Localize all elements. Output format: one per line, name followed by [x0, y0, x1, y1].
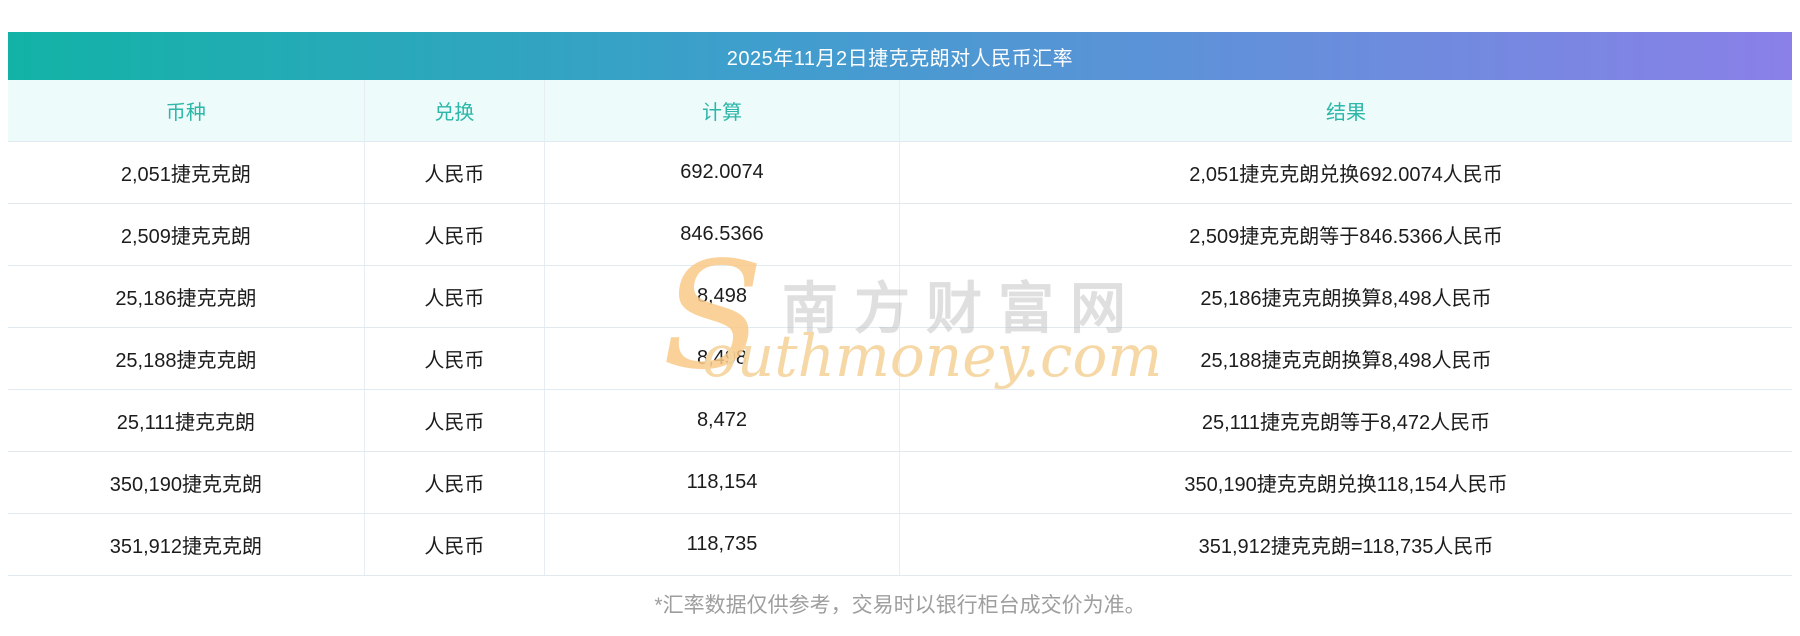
cell-currency: 350,190捷克克朗: [8, 452, 365, 513]
column-header-calc: 计算: [545, 80, 900, 141]
table-row: 25,186捷克克朗 人民币 8,498 25,186捷克克朗换算8,498人民…: [8, 265, 1792, 327]
column-header-result: 结果: [1325, 102, 1366, 124]
cell-result: 351,912捷克克朗=118,735人民币: [1198, 536, 1494, 558]
cell-calc: 692.0074: [545, 142, 900, 203]
cell-result: 25,188捷克克朗换算8,498人民币: [1200, 350, 1492, 372]
cell-calc: 846.5366: [545, 204, 900, 265]
table-row: 2,509捷克克朗 人民币 846.5366 2,509捷克克朗等于846.53…: [8, 203, 1792, 265]
cell-exchange: 人民币: [365, 514, 545, 575]
cell-calc: 118,735: [545, 514, 900, 575]
column-header-currency: 币种: [8, 80, 365, 141]
cell-currency: 351,912捷克克朗: [8, 514, 365, 575]
cell-currency: 25,188捷克克朗: [8, 328, 365, 389]
table-title-bar: 2025年11月2日捷克克朗对人民币汇率: [8, 32, 1792, 80]
table-row: 350,190捷克克朗 人民币 118,154 350,190捷克克朗兑换118…: [8, 451, 1792, 513]
cell-currency: 2,509捷克克朗: [8, 204, 365, 265]
cell-result: 2,051捷克克朗兑换692.0074人民币: [1189, 164, 1503, 186]
cell-exchange: 人民币: [365, 266, 545, 327]
column-header-exchange: 兑换: [365, 80, 545, 141]
cell-result: 25,111捷克克朗等于8,472人民币: [1201, 412, 1491, 434]
cell-calc: 8,498: [545, 266, 900, 327]
table-title: 2025年11月2日捷克克朗对人民币汇率: [726, 47, 1074, 70]
table-row: 2,051捷克克朗 人民币 692.0074 2,051捷克克朗兑换692.00…: [8, 141, 1792, 203]
rate-table-body: 2,051捷克克朗 人民币 692.0074 2,051捷克克朗兑换692.00…: [8, 141, 1792, 576]
cell-exchange: 人民币: [365, 142, 545, 203]
cell-result: 350,190捷克克朗兑换118,154人民币: [1184, 474, 1508, 496]
table-row: 351,912捷克克朗 人民币 118,735 351,912捷克克朗=118,…: [8, 513, 1792, 576]
cell-exchange: 人民币: [365, 328, 545, 389]
exchange-rate-table: 2025年11月2日捷克克朗对人民币汇率 币种 兑换 计算 结果 2,051捷克…: [8, 32, 1792, 576]
cell-calc: 118,154: [545, 452, 900, 513]
cell-calc: 8,472: [545, 390, 900, 451]
cell-exchange: 人民币: [365, 390, 545, 451]
cell-result: 25,186捷克克朗换算8,498人民币: [1200, 288, 1492, 310]
table-row: 25,111捷克克朗 人民币 8,472 25,111捷克克朗等于8,472人民…: [8, 389, 1792, 451]
cell-calc: 8,498: [545, 328, 900, 389]
cell-exchange: 人民币: [365, 204, 545, 265]
table-row: 25,188捷克克朗 人民币 8,498 25,188捷克克朗换算8,498人民…: [8, 327, 1792, 389]
cell-currency: 2,051捷克克朗: [8, 142, 365, 203]
cell-result: 2,509捷克克朗等于846.5366人民币: [1189, 226, 1503, 248]
cell-currency: 25,111捷克克朗: [8, 390, 365, 451]
disclaimer-note: *汇率数据仅供参考，交易时以银行柜台成交价为准。: [654, 594, 1146, 617]
table-header-row: 币种 兑换 计算 结果: [8, 80, 1792, 141]
cell-currency: 25,186捷克克朗: [8, 266, 365, 327]
cell-exchange: 人民币: [365, 452, 545, 513]
